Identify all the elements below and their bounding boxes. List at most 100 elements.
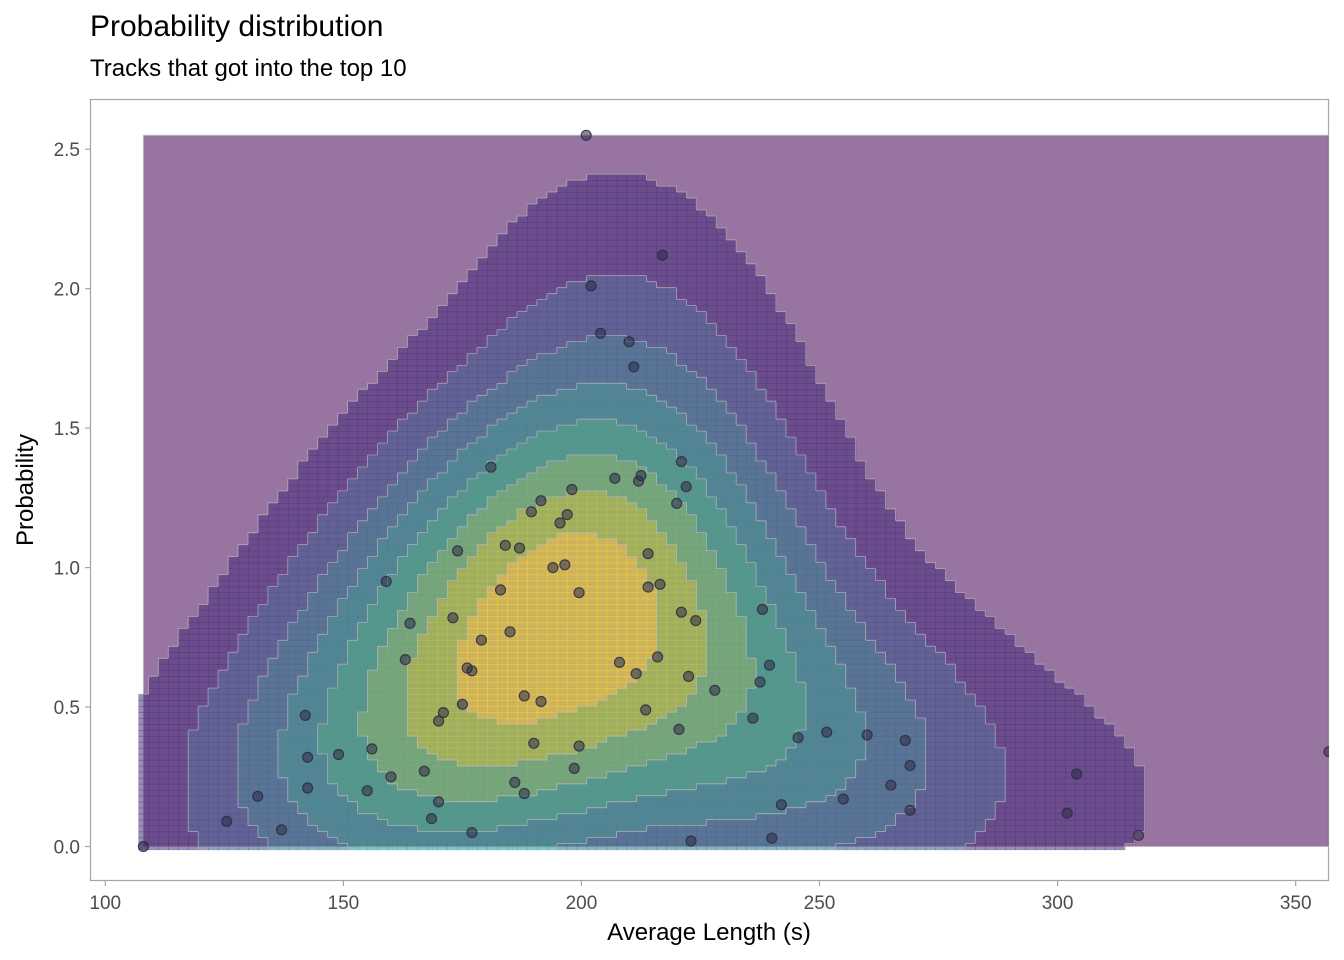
density-cell bbox=[507, 646, 518, 653]
density-cell bbox=[1124, 789, 1136, 797]
density-cell bbox=[257, 580, 269, 588]
density-cell bbox=[696, 724, 707, 731]
density-cell bbox=[407, 682, 418, 689]
density-cell bbox=[805, 843, 817, 851]
density-cell bbox=[188, 646, 199, 653]
density-cell bbox=[736, 532, 747, 540]
density-cell bbox=[367, 801, 379, 809]
density-cell bbox=[208, 676, 219, 683]
density-cell bbox=[706, 706, 717, 713]
density-cell bbox=[696, 622, 707, 629]
density-cell bbox=[447, 580, 458, 588]
density-cell bbox=[975, 688, 986, 695]
density-cell bbox=[178, 807, 189, 815]
density-cell bbox=[865, 801, 877, 809]
density-cell bbox=[576, 759, 588, 767]
density-cell bbox=[517, 640, 528, 647]
density-cell bbox=[736, 843, 747, 851]
density-cell bbox=[756, 550, 767, 558]
density-cell bbox=[536, 771, 548, 779]
density-cell bbox=[696, 801, 707, 809]
density-cell bbox=[756, 658, 767, 665]
density-cell bbox=[158, 783, 169, 791]
density-cell bbox=[736, 825, 747, 833]
density-cell bbox=[716, 622, 727, 629]
density-cell bbox=[427, 700, 438, 707]
density-cell bbox=[307, 789, 319, 797]
density-cell bbox=[238, 640, 249, 647]
density-cell bbox=[507, 724, 518, 731]
density-cell bbox=[397, 526, 408, 534]
density-cell bbox=[855, 580, 867, 588]
density-cell bbox=[835, 843, 847, 851]
density-cell bbox=[915, 801, 927, 809]
density-cell bbox=[447, 532, 458, 540]
density-cell bbox=[437, 783, 448, 791]
density-cell bbox=[815, 831, 827, 839]
density-cell bbox=[447, 795, 458, 803]
density-cell bbox=[716, 526, 727, 534]
density-cell bbox=[327, 664, 339, 671]
density-cell bbox=[955, 676, 966, 683]
density-cell bbox=[457, 526, 468, 534]
density-cell bbox=[218, 783, 229, 791]
density-cell bbox=[337, 568, 349, 576]
density-cell bbox=[337, 604, 349, 612]
density-cell bbox=[507, 771, 518, 779]
density-cell bbox=[726, 664, 737, 671]
density-cell bbox=[616, 592, 628, 600]
density-cell bbox=[646, 706, 658, 713]
density-cell bbox=[805, 616, 817, 623]
density-cell bbox=[736, 670, 747, 677]
density-cell bbox=[377, 676, 389, 683]
density-cell bbox=[576, 580, 588, 588]
density-cell bbox=[795, 706, 807, 713]
density-cell bbox=[487, 532, 498, 540]
density-cell bbox=[507, 729, 518, 737]
density-cell bbox=[726, 825, 737, 833]
density-cell bbox=[726, 712, 737, 719]
density-cell bbox=[188, 616, 199, 623]
density-cell bbox=[945, 682, 956, 689]
density-cell bbox=[377, 652, 389, 659]
density-cell bbox=[367, 616, 379, 623]
density-cell bbox=[606, 556, 618, 564]
density-cell bbox=[1094, 831, 1106, 839]
density-cell bbox=[507, 747, 518, 755]
density-cell bbox=[606, 508, 618, 516]
density-cell bbox=[1035, 670, 1046, 677]
density-cell bbox=[716, 676, 727, 683]
density-cell bbox=[985, 831, 996, 839]
density-cell bbox=[457, 682, 468, 689]
density-cell bbox=[726, 574, 737, 582]
density-cell bbox=[656, 729, 668, 737]
density-cell bbox=[576, 777, 588, 785]
density-cell bbox=[995, 676, 1006, 683]
density-cell bbox=[845, 538, 857, 546]
density-cell bbox=[935, 831, 947, 839]
density-cell bbox=[656, 807, 668, 815]
density-cell bbox=[825, 765, 837, 773]
density-cell bbox=[885, 813, 897, 821]
density-cell bbox=[945, 640, 956, 647]
density-cell bbox=[507, 550, 518, 558]
density-cell bbox=[606, 592, 618, 600]
density-cell bbox=[636, 741, 648, 749]
density-cell bbox=[666, 712, 678, 719]
density-cell bbox=[766, 718, 777, 725]
density-cell bbox=[1035, 700, 1046, 707]
density-cell bbox=[427, 747, 438, 755]
density-cell bbox=[895, 622, 907, 629]
density-cell bbox=[337, 646, 349, 653]
density-cell bbox=[387, 747, 399, 755]
density-cell bbox=[815, 819, 827, 827]
density-cell bbox=[786, 544, 797, 552]
density-cell bbox=[746, 771, 757, 779]
density-cell bbox=[387, 652, 399, 659]
density-cell bbox=[437, 759, 448, 767]
density-cell bbox=[835, 538, 847, 546]
density-cell bbox=[795, 628, 807, 635]
density-cell bbox=[716, 568, 727, 576]
density-cell bbox=[895, 676, 907, 683]
density-cell bbox=[457, 550, 468, 558]
